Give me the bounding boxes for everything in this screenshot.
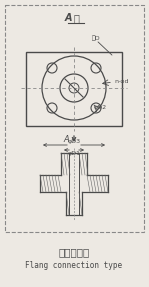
Text: n-φd: n-φd xyxy=(114,79,128,84)
Text: φD2: φD2 xyxy=(94,106,107,110)
Text: Flang connection type: Flang connection type xyxy=(25,261,123,269)
Text: 方D: 方D xyxy=(92,35,101,41)
Text: A: A xyxy=(65,13,72,23)
Text: A: A xyxy=(63,135,69,144)
Text: 向: 向 xyxy=(74,13,80,23)
Text: 法兰式连接: 法兰式连接 xyxy=(58,247,90,257)
Text: φD3: φD3 xyxy=(67,139,81,144)
Text: φD1: φD1 xyxy=(67,151,80,156)
Polygon shape xyxy=(69,153,79,215)
